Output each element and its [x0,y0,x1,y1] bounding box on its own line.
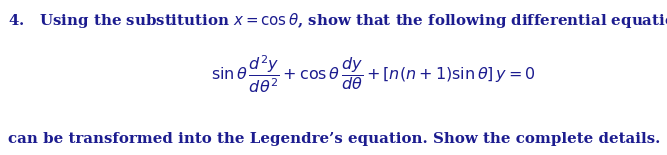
Text: $\sin\theta\,\dfrac{d^2y}{d\theta^2} + \cos\theta\,\dfrac{dy}{d\theta} + [n(n+1): $\sin\theta\,\dfrac{d^2y}{d\theta^2} + \… [211,54,536,95]
Text: 4.   Using the substitution $x = \cos\theta$, show that the following differenti: 4. Using the substitution $x = \cos\thet… [8,11,667,30]
Text: can be transformed into the Legendre’s equation. Show the complete details.: can be transformed into the Legendre’s e… [8,132,660,146]
